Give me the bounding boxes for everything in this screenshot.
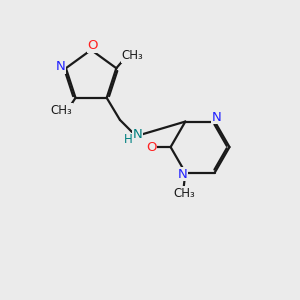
Text: N: N	[212, 111, 221, 124]
Text: CH₃: CH₃	[51, 104, 73, 117]
Text: H: H	[124, 133, 132, 146]
Text: CH₃: CH₃	[122, 49, 143, 62]
Text: N: N	[56, 60, 65, 73]
Text: O: O	[87, 39, 98, 52]
Text: CH₃: CH₃	[173, 187, 195, 200]
Text: O: O	[146, 141, 157, 154]
Text: N: N	[178, 167, 187, 181]
Text: N: N	[133, 128, 142, 141]
